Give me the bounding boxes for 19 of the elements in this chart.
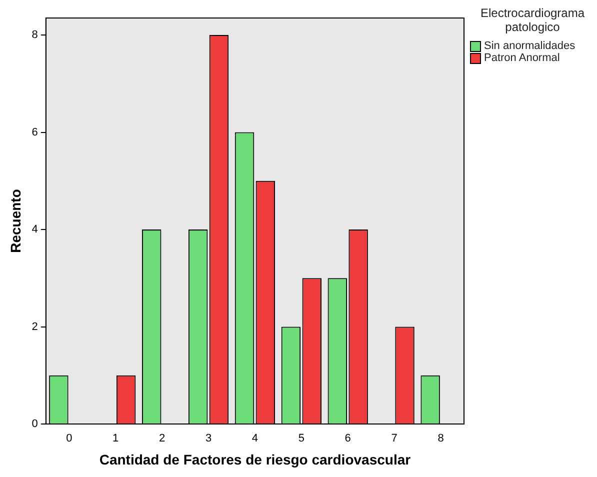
y-tick-label: 8 [32,29,38,42]
x-tick-label: 2 [158,432,166,445]
legend-title: Electrocardiograma patologico [479,6,586,34]
x-tick-label: 0 [66,432,72,445]
y-axis-title: Recuento [7,189,24,253]
x-tick-label: 3 [205,432,212,445]
y-tick-label: 6 [32,126,38,138]
x-axis-title: Cantidad de Factores de riesgo cardiovascular [99,451,412,468]
y-tick-label: 0 [32,418,38,430]
x-tick-label: 1 [112,432,119,445]
legend-label: Sin anormalidades [484,40,576,52]
y-tick-label: 4 [32,224,38,236]
x-tick-label: 6 [344,432,351,445]
y-tick-label: 2 [32,320,38,333]
x-tick-label: 7 [391,432,398,445]
legend-label: Patron Anormal [484,52,560,64]
x-tick-label: 5 [298,432,304,445]
x-tick-label: 8 [438,432,444,445]
x-tick-label: 4 [252,432,258,445]
